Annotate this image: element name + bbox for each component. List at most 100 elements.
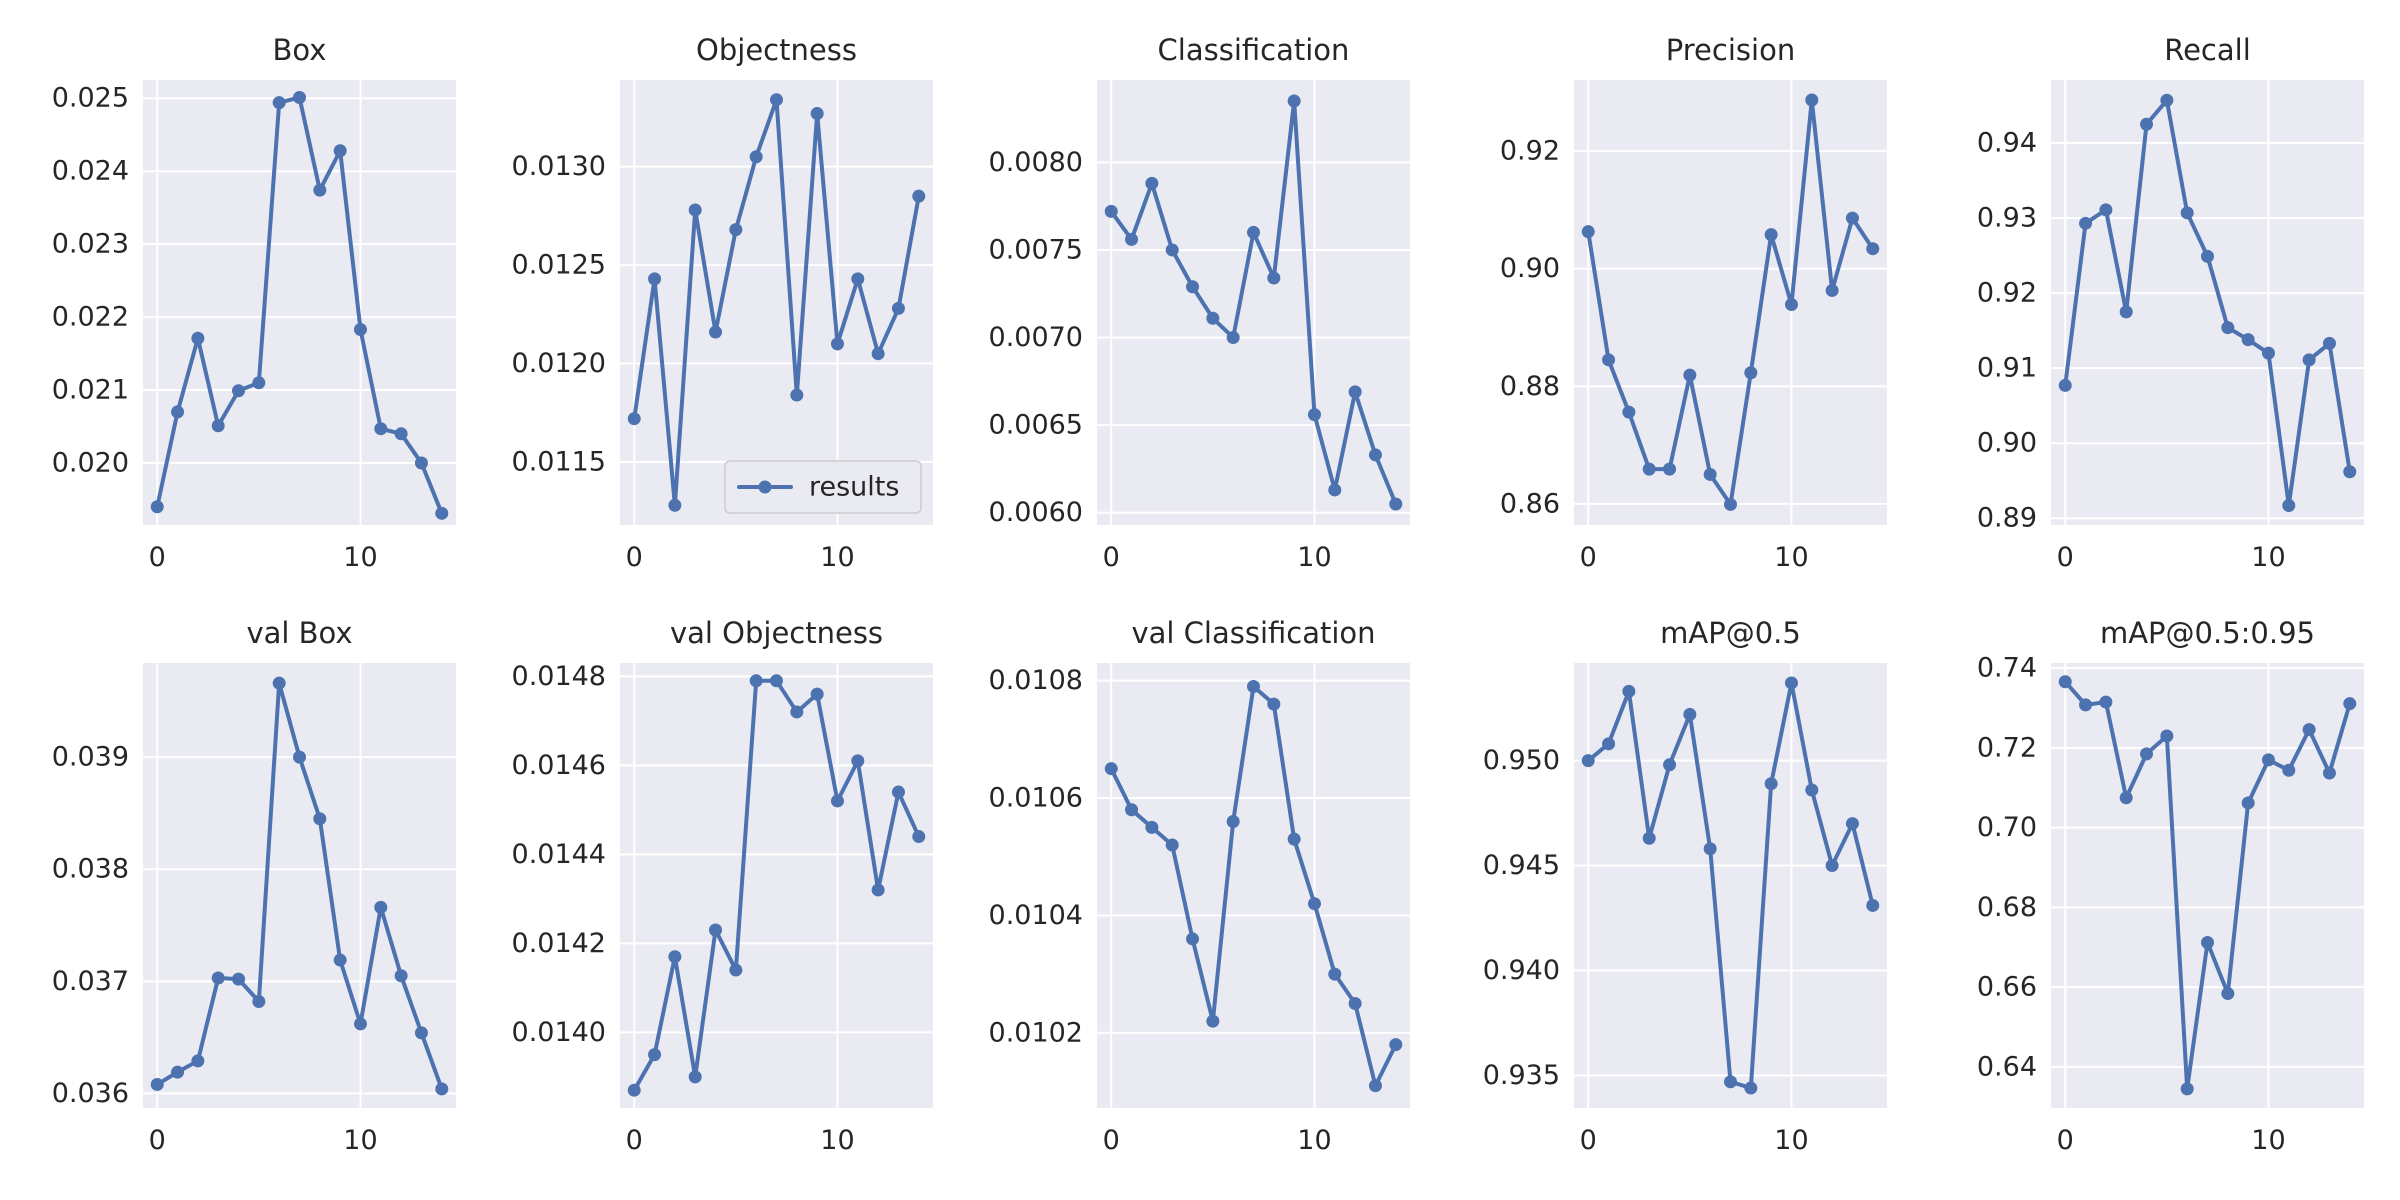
y-tick-label: 0.935 [1483, 1060, 1560, 1091]
x-tick-label: 10 [1774, 542, 1808, 573]
data-point [1866, 242, 1880, 256]
y-tick-label: 0.0115 [512, 446, 606, 477]
data-point [1805, 93, 1819, 107]
data-point [790, 388, 804, 402]
data-point [1165, 838, 1179, 852]
chart-title: Box [273, 33, 327, 67]
data-point [333, 953, 347, 967]
data-point [1348, 997, 1362, 1011]
y-tick-label: 0.92 [1500, 136, 1560, 167]
legend: results [724, 460, 922, 514]
y-tick-label: 0.94 [1977, 128, 2037, 159]
chart-panel: 0.86 0.88 0.90 0.92 0 10 Precision [1500, 33, 1887, 573]
data-point [333, 144, 347, 158]
data-point [1267, 697, 1281, 711]
data-point [1663, 758, 1677, 772]
data-point [830, 794, 844, 808]
y-tick-label: 0.039 [52, 742, 129, 773]
plot-area [620, 80, 933, 525]
data-point [729, 223, 743, 237]
data-point [1389, 1038, 1403, 1052]
y-tick-label: 0.038 [52, 854, 129, 885]
data-point [1348, 385, 1362, 399]
data-point [313, 183, 327, 197]
data-point [1683, 368, 1697, 382]
data-point [435, 506, 449, 520]
data-point [191, 331, 205, 345]
data-point [1368, 1079, 1382, 1093]
chart-panel: 0.0060 0.0065 0.0070 0.0075 0.0080 0 10 Classif… [989, 33, 1410, 573]
data-point [1622, 684, 1636, 698]
data-point [1724, 1075, 1737, 1089]
data-point [2201, 249, 2214, 263]
data-point [891, 301, 905, 315]
data-point [394, 969, 408, 983]
chart-panel: 0.0140 0.0142 0.0144 0.0146 0.0148 0 10 val Obj… [512, 616, 933, 1156]
data-point [1125, 232, 1139, 246]
data-point [627, 412, 641, 426]
data-point [374, 422, 388, 436]
y-tick-label: 0.92 [1977, 278, 2037, 309]
data-point [2180, 1082, 2194, 1096]
data-point [770, 93, 783, 107]
chart-title: val Objectness [670, 616, 883, 650]
data-point [1328, 967, 1342, 981]
data-point [2180, 206, 2194, 220]
y-tick-label: 0.0108 [989, 665, 1083, 696]
data-point [1845, 817, 1859, 831]
data-point [1663, 462, 1677, 476]
data-point [1287, 94, 1301, 108]
data-point [2302, 723, 2316, 737]
data-point [272, 96, 286, 110]
x-tick-label: 0 [149, 542, 166, 573]
data-point [770, 674, 783, 688]
data-point [1145, 820, 1159, 834]
y-tick-label: 0.72 [1977, 732, 2037, 763]
data-point [2302, 353, 2316, 367]
data-point [2261, 346, 2275, 360]
data-point [1247, 679, 1260, 693]
data-point [1784, 676, 1798, 690]
chart-title: Objectness [696, 33, 857, 67]
data-point [627, 1083, 641, 1097]
chart-title: mAP@0.5:0.95 [2100, 616, 2315, 650]
data-point [1602, 353, 1616, 367]
data-point [709, 325, 723, 339]
chart-panel: 0.0115 0.0120 0.0125 0.0130 0 10 Objectness res… [512, 33, 933, 573]
data-point [293, 750, 306, 764]
chart-title: Classification [1158, 33, 1350, 67]
data-point [1845, 211, 1859, 225]
data-point [912, 189, 926, 203]
y-tick-label: 0.0104 [989, 900, 1083, 931]
data-point [414, 1026, 428, 1040]
data-point [2241, 333, 2255, 347]
data-point [150, 500, 164, 514]
chart-panel: 0.935 0.940 0.945 0.950 0 10 mAP@0.5 [1483, 616, 1887, 1156]
plot-area [2051, 80, 2364, 525]
y-tick-label: 0.0102 [989, 1017, 1083, 1048]
data-point [1104, 762, 1118, 776]
legend-frame [724, 460, 922, 514]
legend-label: results [809, 472, 899, 503]
data-point [1581, 225, 1595, 239]
y-tick-label: 0.89 [1977, 503, 2037, 534]
data-point [2282, 763, 2296, 777]
data-point [1764, 228, 1778, 242]
data-point [709, 923, 723, 937]
data-point [912, 830, 926, 844]
data-point [1602, 737, 1616, 751]
y-tick-label: 0.0144 [512, 839, 606, 870]
chart-panel: 0.020 0.021 0.022 0.023 0.024 0.025 0 10 Box [52, 33, 456, 573]
data-point [1724, 497, 1737, 511]
x-tick-label: 10 [1297, 1125, 1331, 1156]
y-tick-label: 0.66 [1977, 972, 2037, 1003]
data-point [394, 427, 408, 441]
data-point [810, 106, 824, 120]
y-tick-label: 0.0080 [989, 147, 1083, 178]
data-point [2322, 336, 2336, 350]
chart-panel: 0.64 0.66 0.68 0.70 0.72 0.74 0 10 mAP@0.5:0.95 [1977, 616, 2364, 1156]
data-point [414, 456, 428, 470]
data-point [1226, 331, 1240, 345]
plot-area [1574, 80, 1887, 525]
data-point [1328, 483, 1342, 497]
